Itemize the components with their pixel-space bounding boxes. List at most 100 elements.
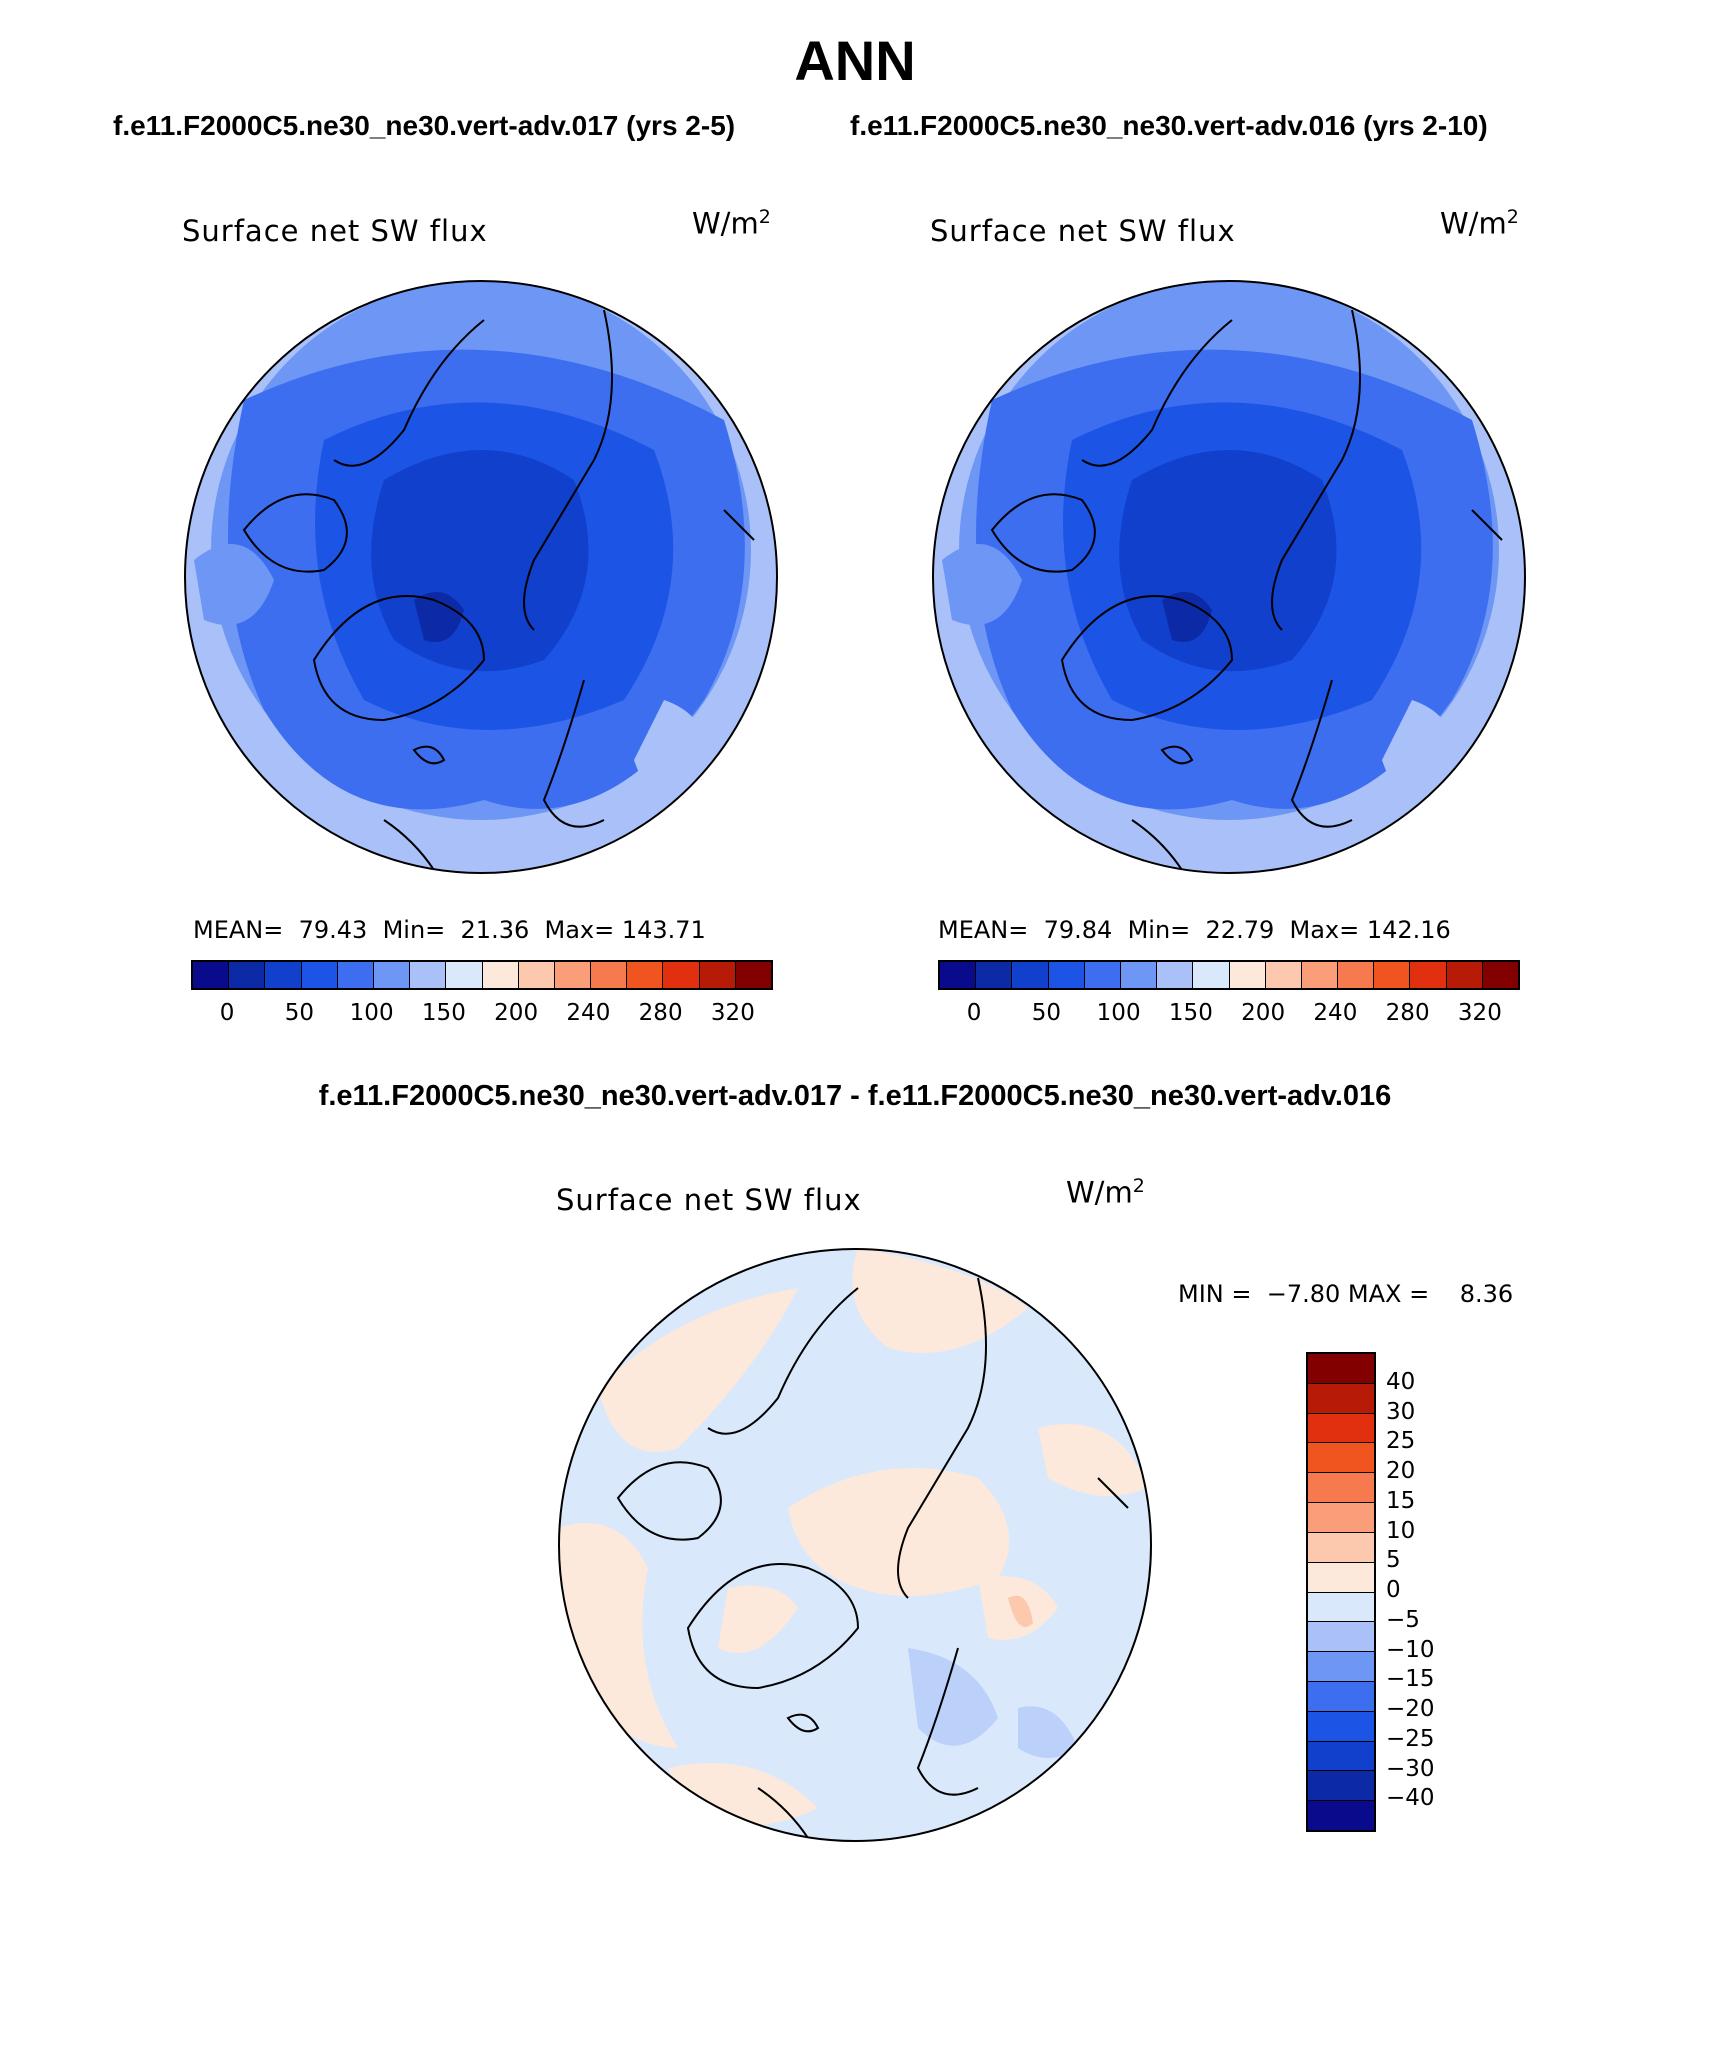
panel1-variable: Surface net SW flux [182, 214, 488, 248]
diff-units: W/m2 [1066, 1175, 1145, 1210]
colorbar-segment [1308, 1561, 1374, 1592]
colorbar-tick-label: 5 [1386, 1547, 1401, 1574]
colorbar-segment [1308, 1710, 1374, 1741]
colorbar-tick-label: 240 [566, 1000, 611, 1026]
colorbar-segment [372, 962, 410, 988]
colorbar-tick-label: −30 [1386, 1755, 1435, 1782]
diff-variable: Surface net SW flux [556, 1183, 862, 1217]
diff-minmax: MIN = −7.80 MAX = 8.36 [1178, 1280, 1514, 1308]
colorbar-segment [940, 962, 976, 988]
panel1-colorbar [191, 960, 773, 990]
colorbar-segment [1308, 1412, 1374, 1443]
panel2-map [932, 280, 1526, 874]
colorbar-tick-label: 15 [1386, 1487, 1416, 1514]
colorbar-segment [975, 962, 1012, 988]
panel2-stats: MEAN= 79.84 Min= 22.79 Max= 142.16 [938, 916, 1451, 944]
colorbar-segment [481, 962, 518, 988]
colorbar-segment [1308, 1591, 1374, 1622]
colorbar-tick-label: 0 [966, 1000, 982, 1026]
colorbar-tick-label: 240 [1313, 1000, 1358, 1026]
colorbar-tick-label: −15 [1386, 1666, 1435, 1693]
colorbar-segment [590, 962, 627, 988]
colorbar-tick-label: 0 [1386, 1577, 1401, 1603]
colorbar-segment [445, 962, 482, 988]
colorbar-segment [1308, 1531, 1374, 1562]
colorbar-segment [1308, 1800, 1374, 1830]
colorbar-tick-label: −10 [1386, 1636, 1435, 1663]
colorbar-segment [1119, 962, 1157, 988]
colorbar-segment [1264, 962, 1301, 988]
colorbar-tick-label: −40 [1386, 1785, 1435, 1812]
colorbar-segment [553, 962, 591, 988]
colorbar-tick-label: 280 [638, 1000, 683, 1026]
colorbar-segment [1481, 962, 1518, 988]
panel1-stats: MEAN= 79.43 Min= 21.36 Max= 143.71 [193, 916, 706, 944]
colorbar-segment [1308, 1621, 1374, 1652]
colorbar-tick-label: 100 [349, 1000, 394, 1026]
diff-map [558, 1248, 1152, 1842]
colorbar-tick-label: 150 [421, 1000, 466, 1026]
case1-header: f.e11.F2000C5.ne30_ne30.vert-adv.017 (yr… [113, 110, 736, 141]
colorbar-tick-label: 10 [1386, 1517, 1416, 1544]
case2-header: f.e11.F2000C5.ne30_ne30.vert-adv.016 (yr… [850, 110, 1488, 141]
colorbar-tick-label: 50 [1031, 1000, 1062, 1026]
colorbar-segment [1373, 962, 1410, 988]
panel2-units: W/m2 [1440, 206, 1519, 241]
panel1-map [184, 280, 778, 874]
difference-header: f.e11.F2000C5.ne30_ne30.vert-adv.017 - f… [318, 1080, 1392, 1112]
colorbar-tick-label: 0 [219, 1000, 235, 1026]
colorbar-segment [1308, 1354, 1374, 1383]
colorbar-segment [300, 962, 337, 988]
colorbar-tick-label: 280 [1385, 1000, 1430, 1026]
colorbar-tick-label: 100 [1096, 1000, 1141, 1026]
colorbar-segment [1308, 1680, 1374, 1711]
colorbar-segment [409, 962, 446, 988]
diff-colorbar-ticks: 40 30 25 20 15 10 5 0 −5 −10 −15 −20 −25 −30 −40 [1386, 1352, 1466, 1828]
colorbar-tick-label: 50 [284, 1000, 315, 1026]
colorbar-segment [336, 962, 373, 988]
colorbar-segment [1156, 962, 1193, 988]
colorbar-segment [1337, 962, 1374, 988]
colorbar-tick-label: −20 [1386, 1696, 1435, 1722]
colorbar-segment [626, 962, 663, 988]
panel1-units: W/m2 [692, 206, 771, 241]
diff-colorbar [1306, 1352, 1376, 1832]
colorbar-tick-label: 25 [1386, 1428, 1416, 1455]
colorbar-segment [1300, 962, 1338, 988]
colorbar-segment [517, 962, 554, 988]
colorbar-tick-label: −5 [1386, 1606, 1420, 1633]
colorbar-tick-label: 40 [1386, 1368, 1416, 1395]
colorbar-segment [1192, 962, 1229, 988]
colorbar-segment [264, 962, 301, 988]
colorbar-segment [1409, 962, 1446, 988]
colorbar-tick-label: −25 [1386, 1725, 1435, 1752]
colorbar-tick-label: 30 [1386, 1398, 1416, 1425]
panel2-variable: Surface net SW flux [930, 214, 1236, 248]
colorbar-tick-label: 320 [1457, 1000, 1502, 1026]
colorbar-tick-label: 200 [1241, 1000, 1286, 1026]
colorbar-segment [662, 962, 699, 988]
panel1-colorbar-ticks: 0 50 100 150 200 240 280 320 [191, 1000, 769, 1030]
colorbar-segment [1228, 962, 1265, 988]
panel2-colorbar-ticks: 0 50 100 150 200 240 280 320 [938, 1000, 1516, 1030]
colorbar-segment [698, 962, 735, 988]
colorbar-segment [1308, 1472, 1374, 1503]
colorbar-tick-label: 200 [494, 1000, 539, 1026]
colorbar-segment [228, 962, 265, 988]
colorbar-segment [1445, 962, 1482, 988]
colorbar-segment [1308, 1502, 1374, 1532]
colorbar-segment [1047, 962, 1084, 988]
colorbar-segment [734, 962, 771, 988]
colorbar-segment [1308, 1442, 1374, 1473]
colorbar-tick-label: 320 [710, 1000, 755, 1026]
colorbar-tick-label: 20 [1386, 1458, 1416, 1484]
colorbar-segment [1308, 1740, 1374, 1771]
colorbar-segment [1011, 962, 1048, 988]
colorbar-segment [1308, 1382, 1374, 1413]
colorbar-tick-label: 150 [1168, 1000, 1213, 1026]
colorbar-segment [1308, 1651, 1374, 1681]
panel2-colorbar [938, 960, 1520, 990]
season-title: ANN [794, 29, 916, 92]
colorbar-segment [1308, 1770, 1374, 1801]
colorbar-segment [193, 962, 229, 988]
